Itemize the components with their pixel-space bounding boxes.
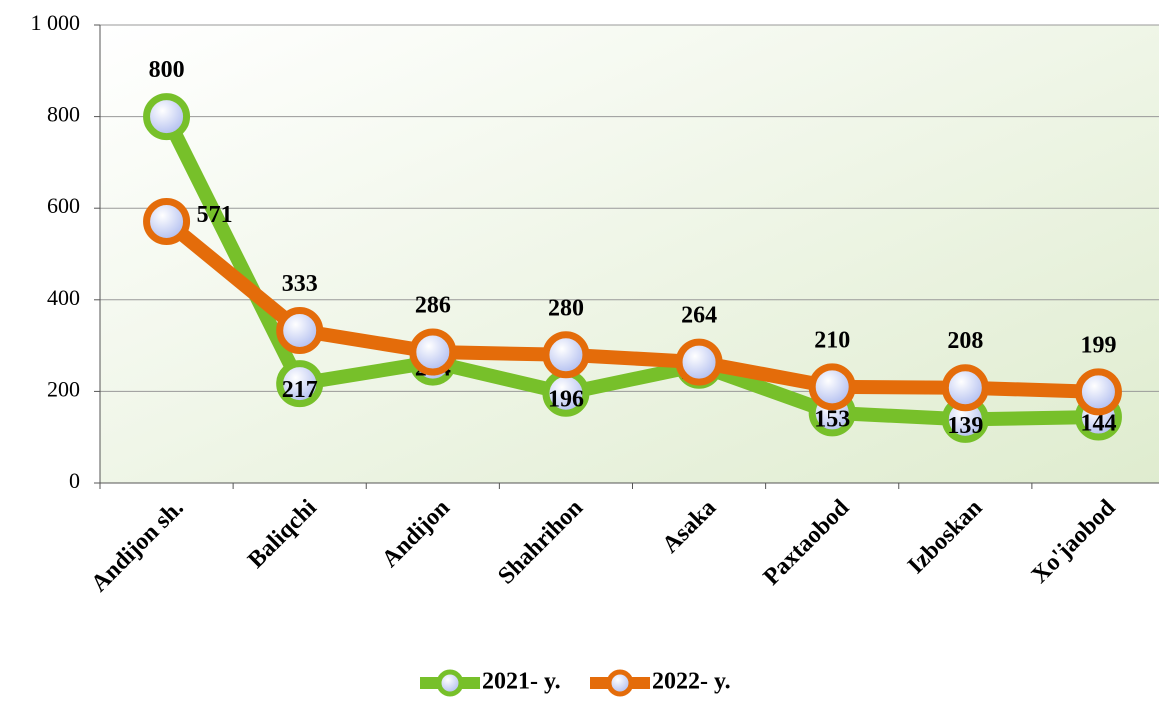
x-tick-label: Xo'jaobod [1027, 494, 1121, 588]
data-point [409, 328, 457, 376]
x-tick-label: Baliqchi [243, 495, 322, 574]
data-label: 210 [814, 327, 850, 353]
y-tick-label: 600 [47, 193, 80, 218]
data-label: 800 [149, 57, 185, 83]
data-point [675, 338, 723, 386]
data-label: 199 [1080, 332, 1116, 358]
y-tick-label: 1 000 [31, 10, 81, 35]
y-tick-label: 200 [47, 376, 80, 401]
data-point [276, 306, 324, 354]
legend-label: 2022- y. [652, 669, 731, 695]
x-tick-label: Paxtaobod [759, 494, 855, 590]
data-point [941, 364, 989, 412]
data-label: 139 [947, 413, 983, 439]
y-tick-label: 400 [47, 285, 80, 310]
data-point [276, 360, 324, 408]
data-label: 208 [947, 328, 983, 354]
x-tick-label: Andijon sh. [86, 495, 188, 597]
data-label: 333 [282, 271, 318, 297]
y-tick-label: 0 [69, 468, 80, 493]
data-point [143, 197, 191, 245]
legend-marker [606, 669, 634, 697]
data-point [1074, 368, 1122, 416]
data-point [542, 331, 590, 379]
x-tick-label: Asaka [658, 495, 722, 559]
x-tick-label: Shahrihon [493, 495, 588, 590]
data-point [808, 363, 856, 411]
data-point [143, 93, 191, 141]
data-label: 217 [282, 377, 318, 403]
data-label: 280 [548, 295, 584, 321]
data-label: 571 [197, 202, 233, 228]
legend-marker [436, 669, 464, 697]
y-tick-label: 800 [47, 102, 80, 127]
data-label: 196 [548, 387, 584, 413]
legend-label: 2021- y. [482, 669, 561, 695]
data-label: 286 [415, 293, 451, 319]
data-label: 153 [814, 406, 850, 432]
x-tick-label: Izboskan [903, 495, 987, 579]
data-label: 264 [681, 303, 717, 329]
x-tick-label: Andijon [377, 495, 455, 573]
